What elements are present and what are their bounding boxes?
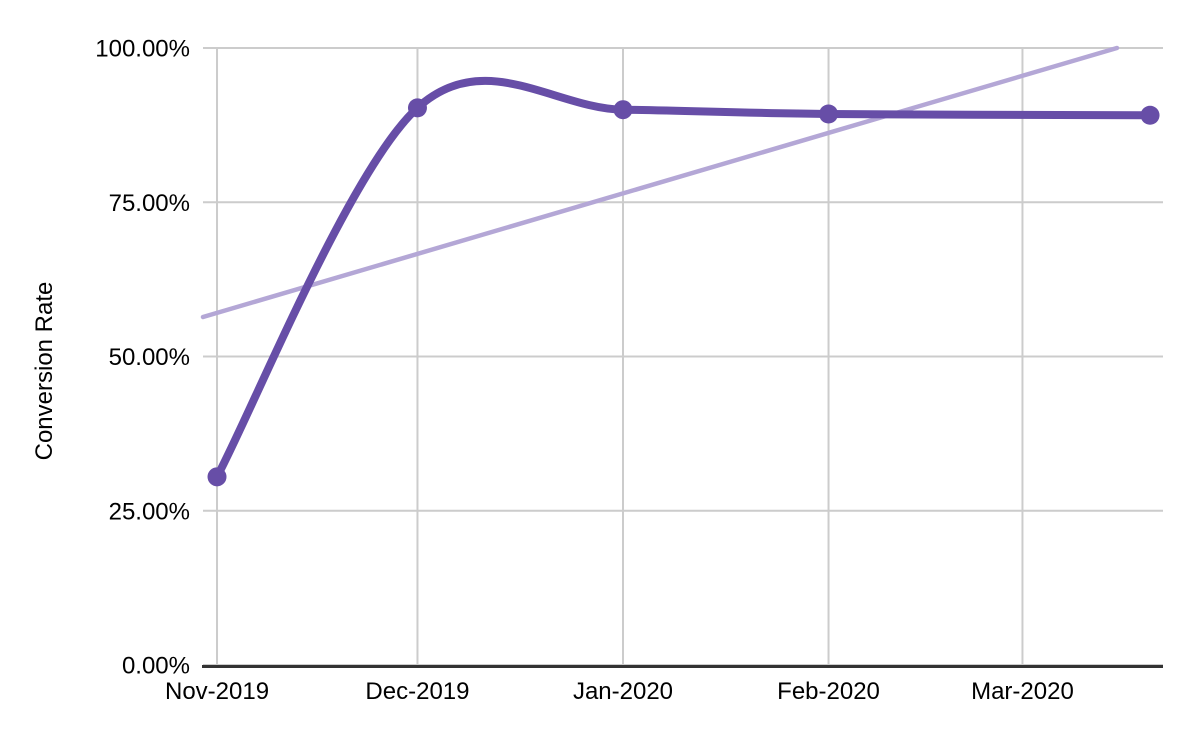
gridlines-layer [202,47,1163,668]
x-tick-label: Nov-2019 [165,678,269,705]
trendline-layer [200,45,1120,320]
data-point [407,98,427,118]
y-tick-label: 0.00% [122,653,190,680]
y-tick-label: 25.00% [109,498,190,525]
axis-labels-layer: 0.00% 25.00% 50.00% 75.00% 100.00% Nov-2019 De… [95,36,1074,706]
data-point [207,467,227,487]
conversion-rate-line [213,76,1154,481]
y-tick-label: 75.00% [109,190,190,217]
data-point [1140,105,1160,125]
x-tick-label: Feb-2020 [777,678,880,705]
trendline [200,45,1120,320]
data-point [819,104,839,124]
y-tick-label: 100.00% [95,36,190,63]
data-point [613,100,633,120]
y-tick-label: 50.00% [109,344,190,371]
x-tick-label: Jan-2020 [573,678,673,705]
x-tick-label: Mar-2020 [971,678,1074,705]
series-layer [207,76,1160,487]
x-tick-label: Dec-2019 [365,678,469,705]
y-axis-title: Conversion Rate [31,282,58,461]
